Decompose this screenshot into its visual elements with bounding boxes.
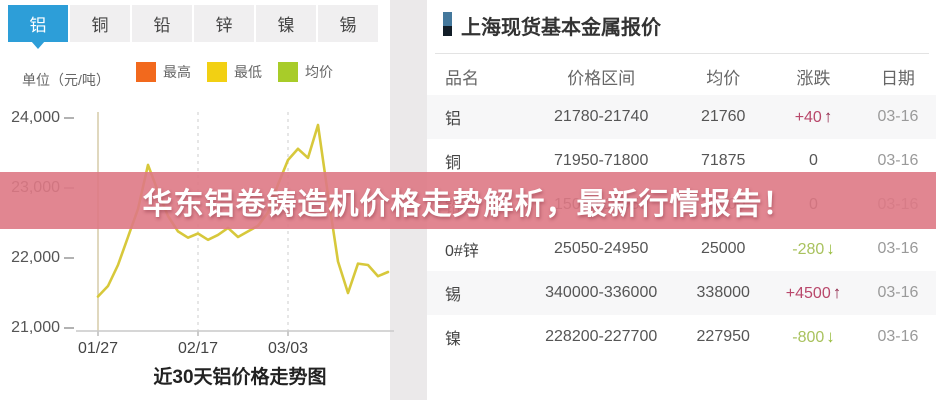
promo-banner-text: 华东铝卷铸造机价格走势解析，最新行情报告！ xyxy=(142,187,794,221)
promo-banner-overlay: 华东铝卷铸造机价格走势解析，最新行情报告！ xyxy=(0,172,936,229)
legend-swatch xyxy=(207,62,227,82)
quote-date: 03-16 xyxy=(877,152,919,169)
header-divider xyxy=(435,53,929,54)
price-change: +40 ↑ xyxy=(794,107,833,126)
metal-name: 铝 xyxy=(445,111,462,128)
average-price: 25000 xyxy=(700,240,746,257)
price-range: 340000-336000 xyxy=(545,284,658,301)
up-arrow-icon: ↑ xyxy=(823,107,833,126)
quote-date: 03-16 xyxy=(877,108,919,125)
legend-item: 最高 xyxy=(136,62,191,82)
price-change: +4500 ↑ xyxy=(785,283,842,302)
price-range: 25050-24950 xyxy=(554,240,649,257)
quote-date: 03-16 xyxy=(877,328,919,345)
table-row-0#锌: 0#锌 25050-24950 25000 -280 ↓ 03-16 xyxy=(427,227,936,271)
quote-date: 03-16 xyxy=(877,284,919,301)
y-axis-label: 24,000 xyxy=(11,109,60,126)
table-row-铜: 铜 71950-71800 71875 0 03-16 xyxy=(427,139,936,183)
x-axis-label: 02/17 xyxy=(177,340,219,357)
average-price: 71875 xyxy=(700,152,746,169)
price-change: -800 ↓ xyxy=(792,327,835,346)
legend-item: 均价 xyxy=(278,62,333,82)
tab-metal-4[interactable]: 镍 xyxy=(256,5,316,42)
y-axis-label: 21,000 xyxy=(11,319,60,336)
tab-metal-0[interactable]: 铝 xyxy=(8,5,68,49)
quote-panel-title: 上海现货基本金属报价 xyxy=(461,17,661,39)
column-header: 均价 xyxy=(706,68,741,88)
tab-metal-5[interactable]: 锡 xyxy=(318,5,378,42)
tab-metal-1[interactable]: 铜 xyxy=(70,5,130,42)
chart-legend: 最高 最低 均价 xyxy=(136,62,333,82)
column-header: 价格区间 xyxy=(567,68,636,88)
unit-label: 单位（元/吨） xyxy=(22,72,110,88)
average-price: 227950 xyxy=(696,328,750,345)
column-header: 涨跌 xyxy=(796,68,831,88)
section-marker-icon xyxy=(443,12,452,36)
x-axis-label: 03/03 xyxy=(267,340,309,357)
legend-swatch xyxy=(278,62,298,82)
price-range: 228200-227700 xyxy=(545,328,658,345)
down-arrow-icon: ↓ xyxy=(826,327,835,346)
tab-metal-3[interactable]: 锌 xyxy=(194,5,254,42)
price-change: 0 xyxy=(809,152,818,169)
table-header-row: 品名 价格区间 均价 涨跌 日期 xyxy=(427,57,936,95)
legend-item: 最低 xyxy=(207,62,262,82)
price-range: 71950-71800 xyxy=(554,152,649,169)
x-axis-label: 01/27 xyxy=(77,340,119,357)
chart-title: 近30天铝价格走势图 xyxy=(153,367,327,388)
legend-swatch xyxy=(136,62,156,82)
legend-label: 最低 xyxy=(234,64,262,80)
quote-date: 03-16 xyxy=(877,240,919,257)
legend-label: 最高 xyxy=(163,64,191,80)
tab-metal-2[interactable]: 铅 xyxy=(132,5,192,42)
down-arrow-icon: ↓ xyxy=(826,239,835,258)
table-row-镍: 镍 228200-227700 227950 -800 ↓ 03-16 xyxy=(427,315,936,359)
average-price: 338000 xyxy=(696,284,750,301)
table-row-锡: 锡 340000-336000 338000 +4500 ↑ 03-16 xyxy=(427,271,936,315)
average-price: 21760 xyxy=(700,108,746,125)
price-change: -280 ↓ xyxy=(792,239,835,258)
metal-tabbar: 铝铜铅锌镍锡 xyxy=(8,5,378,49)
metal-name: 铜 xyxy=(445,155,462,172)
up-arrow-icon: ↑ xyxy=(832,283,842,302)
y-axis-label: 22,000 xyxy=(11,249,60,266)
legend-label: 均价 xyxy=(305,64,333,80)
column-header: 品名 xyxy=(445,68,479,88)
metal-name: 镍 xyxy=(445,331,462,348)
column-header: 日期 xyxy=(880,68,915,88)
metal-name: 锡 xyxy=(445,287,462,304)
table-row-铝: 铝 21780-21740 21760 +40 ↑ 03-16 xyxy=(427,95,936,139)
price-range: 21780-21740 xyxy=(554,108,649,125)
metal-name: 0#锌 xyxy=(445,243,479,260)
